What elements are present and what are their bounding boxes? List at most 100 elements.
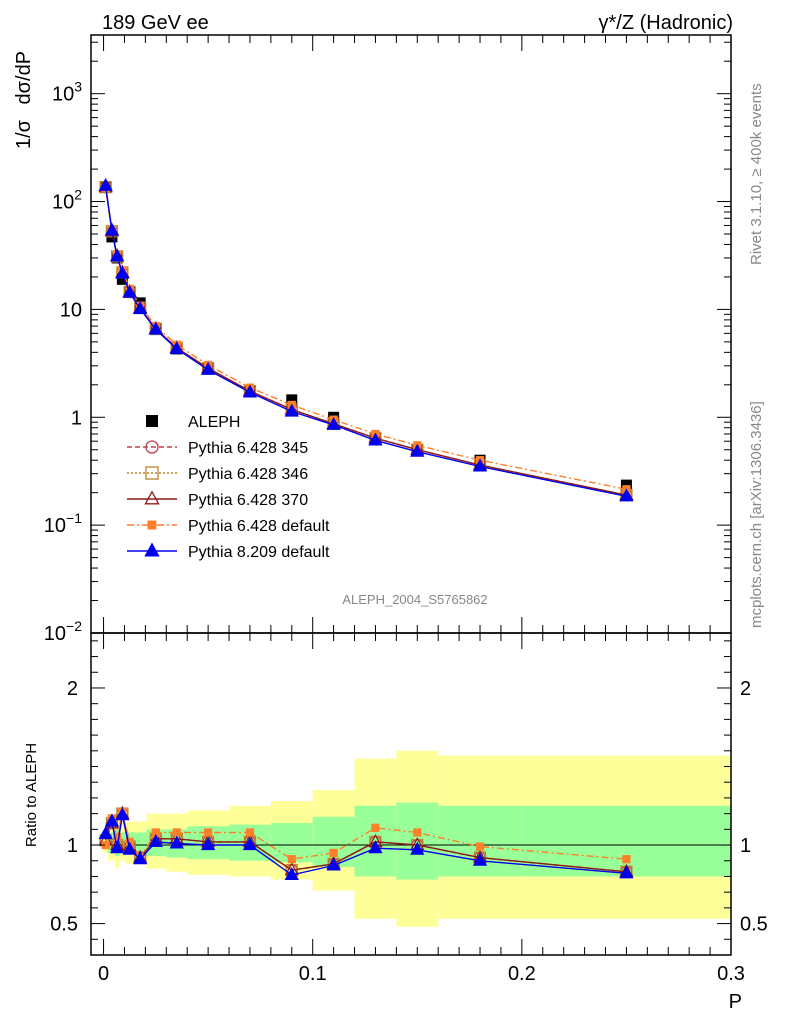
data-point — [200, 837, 216, 851]
data-point — [109, 248, 125, 262]
data-point — [122, 284, 137, 298]
ratio-y-tick-label-left: 2 — [67, 678, 78, 700]
data-point — [329, 848, 338, 858]
series-p6def — [101, 184, 631, 494]
series-line — [104, 815, 627, 876]
data-point — [172, 828, 181, 837]
data-point — [242, 837, 258, 851]
data-point — [619, 488, 634, 502]
legend-marker — [145, 440, 159, 454]
main-y-label-prefix: 1/σ — [13, 119, 35, 149]
data-point — [410, 841, 425, 855]
main-x-ticks — [103, 35, 732, 633]
ratio-y-tick-label-left: 1 — [67, 835, 78, 857]
series-p8def — [98, 177, 634, 502]
data-point — [368, 432, 383, 446]
green-band-segment — [438, 805, 522, 877]
legend-label: Pythia 6.428 370 — [188, 492, 308, 509]
series-line — [104, 187, 627, 496]
data-point — [326, 416, 341, 430]
main-y-tick-label: 10−2 — [44, 618, 82, 645]
legend-marker — [144, 490, 160, 505]
ratio-panel: 0.5 0.5 1 1 2 2 0 0.1 0.2 0.3 Ratio to ALEPH P — [23, 632, 768, 1013]
analysis-tag: ALEPH_2004_S5765862 — [342, 592, 487, 607]
data-point — [104, 222, 120, 236]
data-point — [115, 807, 130, 821]
data-point — [151, 828, 160, 837]
legend-marker — [145, 466, 159, 480]
legend-item-aleph: ALEPH — [146, 414, 240, 431]
series-p8def — [98, 807, 634, 880]
legend-item-p345: Pythia 6.428 345 — [127, 440, 308, 457]
data-point — [284, 866, 299, 880]
header-left: 189 GeV ee — [102, 12, 209, 34]
data-point — [169, 835, 184, 849]
data-point — [104, 813, 120, 827]
main-y-tick-label: 103 — [52, 79, 82, 106]
main-y-label-main: dσ/dP — [13, 51, 35, 105]
data-point — [619, 865, 634, 879]
x-tick-label: 0.3 — [717, 963, 745, 985]
green-band-segment — [396, 802, 439, 880]
data-point — [472, 852, 488, 866]
legend-marker — [147, 520, 157, 530]
data-point — [413, 828, 422, 837]
data-point — [101, 840, 110, 850]
legend-item-p370: Pythia 6.428 370 — [127, 490, 308, 509]
x-tick-label: 0 — [98, 963, 109, 985]
ratio-frame — [90, 632, 732, 956]
data-point — [245, 828, 255, 837]
series-line — [104, 187, 627, 496]
data-point — [284, 403, 299, 417]
series-line — [104, 811, 627, 860]
data-point — [148, 321, 163, 335]
mcplots-label: mcplots.cern.ch [arXiv:1306.3436] — [748, 401, 765, 628]
data-point — [472, 458, 488, 472]
x-tick-label: 0.1 — [299, 963, 327, 985]
data-point — [622, 855, 631, 864]
x-tick-label: 0.2 — [508, 963, 536, 985]
data-point — [475, 842, 485, 851]
data-point — [326, 857, 341, 871]
rivet-label: Rivet 3.1.10, ≥ 400k events — [748, 83, 765, 265]
data-point — [115, 265, 130, 279]
main-y-tick-label: 10−1 — [44, 510, 82, 537]
series-line — [104, 188, 627, 490]
data-point — [410, 443, 425, 457]
main-y-tick-label: 10 — [60, 299, 82, 321]
ratio-x-ticks: 0 0.1 0.2 0.3 — [98, 633, 745, 985]
data-point — [620, 479, 632, 491]
legend-label: Pythia 8.209 default — [188, 544, 330, 561]
main-y-axis-label: 1/σ dσ/dP — [13, 51, 35, 149]
ratio-y-axis-label: Ratio to ALEPH — [23, 743, 40, 847]
ratio-y-tick-label-right: 2 — [740, 678, 751, 700]
data-point — [287, 855, 296, 864]
legend: ALEPH Pythia 6.428 345 Pythia 6.428 346 Pyt… — [127, 414, 330, 561]
series-line — [104, 187, 627, 496]
main-y-tick-label: 1 — [71, 407, 82, 429]
data-point — [368, 840, 383, 854]
ratio-y-tick-label-left: 0.5 — [50, 914, 78, 936]
ratio-y-tick-label-right: 0.5 — [740, 914, 768, 936]
legend-item-p346: Pythia 6.428 346 — [127, 466, 308, 483]
data-point — [133, 300, 148, 314]
legend-item-p8def: Pythia 8.209 default — [127, 542, 330, 561]
data-point — [286, 394, 298, 406]
data-point — [148, 833, 163, 847]
legend-marker — [146, 415, 158, 427]
ratio-y-ticks: 0.5 0.5 1 1 2 2 — [50, 640, 768, 956]
legend-label: Pythia 6.428 default — [188, 518, 330, 535]
data-point — [113, 833, 122, 842]
legend-marker — [144, 542, 160, 557]
data-point — [203, 828, 213, 837]
data-point — [242, 384, 258, 398]
data-point — [133, 851, 148, 865]
data-point — [98, 826, 113, 840]
green-band-segment — [133, 832, 147, 857]
data-point — [109, 840, 125, 854]
data-point — [122, 841, 137, 855]
x-axis-label: P — [729, 991, 742, 1013]
